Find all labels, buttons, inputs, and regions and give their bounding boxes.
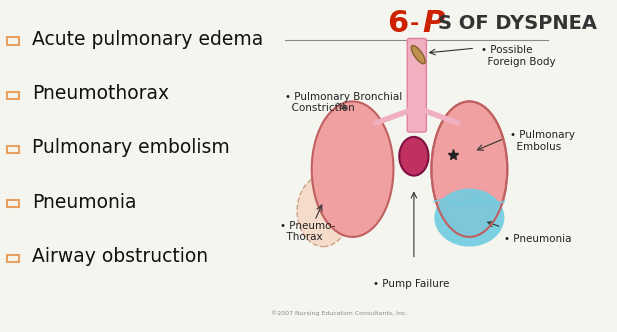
Ellipse shape	[399, 137, 428, 176]
Ellipse shape	[431, 101, 507, 237]
Text: S OF DYSPNEA: S OF DYSPNEA	[438, 15, 597, 34]
Text: Pulmonary embolism: Pulmonary embolism	[32, 138, 230, 157]
Ellipse shape	[312, 101, 394, 237]
Text: Pneumonia: Pneumonia	[32, 193, 137, 212]
Ellipse shape	[434, 189, 504, 247]
Text: P: P	[423, 10, 445, 39]
Text: Acute pulmonary edema: Acute pulmonary edema	[32, 30, 263, 49]
Text: • Pulmonary
  Embolus: • Pulmonary Embolus	[510, 130, 575, 152]
Text: • Pump Failure: • Pump Failure	[373, 279, 449, 289]
Text: -: -	[409, 14, 419, 34]
Ellipse shape	[412, 45, 425, 64]
Text: • Pneumonia: • Pneumonia	[504, 234, 572, 244]
Text: 6: 6	[387, 10, 408, 39]
Text: Pneumothorax: Pneumothorax	[32, 84, 170, 103]
Ellipse shape	[297, 176, 350, 247]
Text: • Pulmonary Bronchial
  Constriction: • Pulmonary Bronchial Constriction	[286, 92, 403, 113]
Text: ©2007 Nursing Education Consultants, Inc.: ©2007 Nursing Education Consultants, Inc…	[271, 310, 407, 316]
Text: Airway obstruction: Airway obstruction	[32, 247, 209, 266]
FancyBboxPatch shape	[407, 39, 426, 132]
Text: • Possible
  Foreign Body: • Possible Foreign Body	[481, 45, 556, 66]
Text: • Pneumo-
  Thorax: • Pneumo- Thorax	[280, 221, 335, 242]
